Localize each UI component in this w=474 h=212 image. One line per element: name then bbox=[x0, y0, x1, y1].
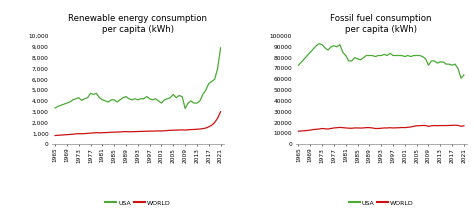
Legend: USA, WORLD: USA, WORLD bbox=[346, 198, 416, 208]
Title: Renewable energy consumption
per capita (kWh): Renewable energy consumption per capita … bbox=[68, 14, 207, 34]
Legend: USA, WORLD: USA, WORLD bbox=[103, 198, 173, 208]
Title: Fossil fuel consumption
per capita (kWh): Fossil fuel consumption per capita (kWh) bbox=[330, 14, 432, 34]
